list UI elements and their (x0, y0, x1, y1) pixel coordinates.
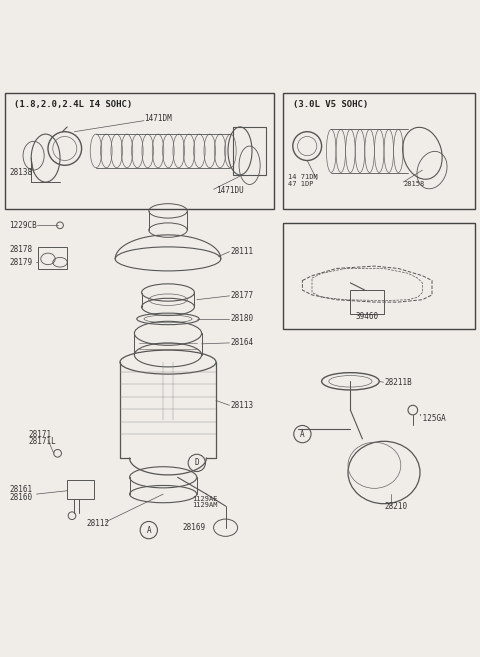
Text: 28211B: 28211B (384, 378, 412, 387)
Text: 28160: 28160 (10, 493, 33, 502)
Text: A: A (146, 526, 151, 535)
Text: 1471DU: 1471DU (216, 186, 244, 194)
Text: 1129AM: 1129AM (192, 502, 217, 508)
Text: A: A (300, 430, 305, 439)
Text: 14 71DM: 14 71DM (288, 174, 318, 180)
Text: '125GA: '125GA (418, 415, 445, 423)
Bar (233, 127, 266, 175)
Bar (67, 480, 94, 499)
Text: 28180: 28180 (230, 315, 253, 323)
Text: 28161: 28161 (10, 485, 33, 494)
Bar (283, 93, 475, 208)
Text: 1129AE: 1129AE (192, 496, 217, 502)
Text: 47 1DP: 47 1DP (288, 181, 313, 187)
Text: 28171L: 28171L (29, 437, 57, 446)
Text: 28171: 28171 (29, 430, 52, 439)
Text: 28158: 28158 (403, 181, 424, 187)
Text: 28111: 28111 (230, 247, 253, 256)
Text: 28178: 28178 (10, 245, 33, 254)
Text: 1229CB: 1229CB (10, 221, 37, 230)
Text: 28138: 28138 (10, 168, 33, 177)
Text: 1471DM: 1471DM (144, 114, 172, 124)
Text: 28210: 28210 (384, 501, 407, 510)
Text: 28113: 28113 (230, 401, 253, 410)
Text: 28112: 28112 (86, 520, 109, 528)
Text: 28179: 28179 (10, 258, 33, 267)
Text: 28177: 28177 (230, 291, 253, 300)
Text: D: D (194, 459, 199, 467)
Text: 28164: 28164 (230, 338, 253, 348)
Bar (38, 247, 67, 269)
Bar (5, 93, 274, 208)
Text: 39460: 39460 (355, 313, 378, 321)
Bar (350, 290, 384, 314)
Bar (283, 223, 475, 328)
Text: (3.0L V5 SOHC): (3.0L V5 SOHC) (293, 101, 368, 110)
Text: 28169: 28169 (182, 523, 205, 532)
Text: (1.8,2.0,2.4L I4 SOHC): (1.8,2.0,2.4L I4 SOHC) (14, 101, 132, 110)
